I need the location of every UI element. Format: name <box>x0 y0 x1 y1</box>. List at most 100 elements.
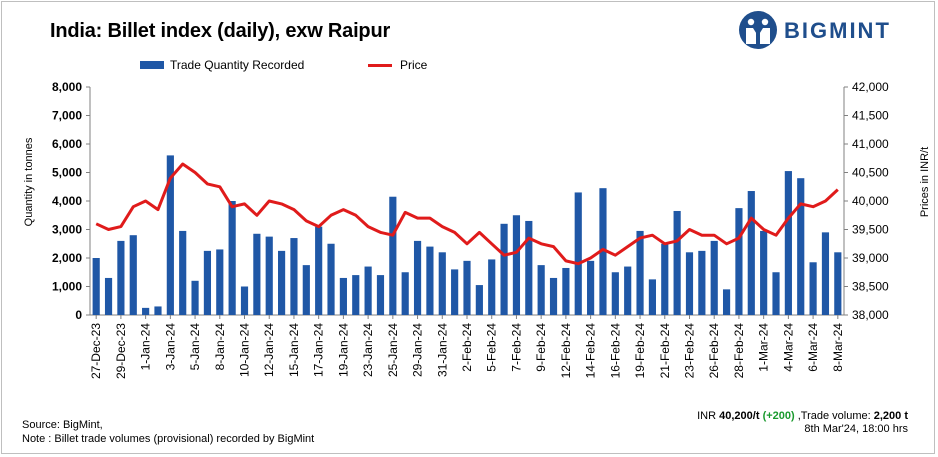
y-left-tick-label: 5,000 <box>52 166 82 180</box>
bar-27-Jan-24 <box>401 272 409 315</box>
bar-12-Jan-24 <box>265 236 273 315</box>
bar-14-Feb-24 <box>587 260 595 315</box>
x-tick-label: 25-Jan-24 <box>386 323 400 377</box>
bar-16-Feb-24 <box>611 272 619 315</box>
bar-29-Jan-24 <box>413 240 422 315</box>
x-tick-label: 2-Feb-24 <box>460 323 474 372</box>
latest-volume: 2,200 t <box>873 410 908 422</box>
brand-name: BIGMINT <box>784 18 891 43</box>
bar-6-Jan-24 <box>203 250 212 315</box>
y-right-tick-label: 38,000 <box>852 308 889 322</box>
x-tick-label: 29-Dec-23 <box>114 323 128 379</box>
brand-logo-icon <box>739 11 777 49</box>
y-right-tick-label: 39,000 <box>852 251 889 265</box>
bar-3-Feb-24 <box>475 285 483 315</box>
bar-13-Feb-24 <box>574 192 582 315</box>
x-tick-label: 19-Feb-24 <box>633 323 647 379</box>
bar-30-Jan-24 <box>426 246 434 315</box>
bar-6-Mar-24 <box>809 262 817 315</box>
footer-notes: Source: BigMint, Note : Billet trade vol… <box>22 418 314 446</box>
bar-2-Mar-24 <box>772 272 780 315</box>
y-left-tick-label: 0 <box>75 308 82 322</box>
bar-1-Jan-24 <box>142 307 150 315</box>
bar-24-Feb-24 <box>698 250 706 315</box>
x-tick-label: 28-Feb-24 <box>732 323 746 379</box>
x-tick-label: 17-Jan-24 <box>312 323 326 377</box>
bar-2-Feb-24 <box>463 260 471 315</box>
bar-18-Jan-24 <box>327 243 335 315</box>
bar-26-Feb-24 <box>710 240 718 315</box>
bar-2-Jan-24 <box>154 306 162 315</box>
x-tick-label: 5-Jan-24 <box>188 323 202 371</box>
x-tick-label: 9-Feb-24 <box>534 323 548 372</box>
legend-line-swatch <box>368 64 392 67</box>
y-right-tick-label: 41,500 <box>852 109 889 123</box>
x-tick-label: 4-Mar-24 <box>781 323 795 372</box>
x-tick-label: 23-Feb-24 <box>682 323 696 379</box>
bar-13-Jan-24 <box>278 250 286 315</box>
x-tick-label: 10-Jan-24 <box>238 323 252 377</box>
latest-price: 40,200/t <box>719 410 760 422</box>
y-left-tick-label: 3,000 <box>52 223 82 237</box>
brand-logo: BIGMINT <box>736 8 926 52</box>
y-right-tick-label: 42,000 <box>852 80 889 94</box>
bar-29-Dec-23 <box>117 240 125 315</box>
bar-17-Jan-24 <box>315 226 323 315</box>
bar-31-Jan-24 <box>438 252 446 315</box>
bar-4-Mar-24 <box>784 171 792 315</box>
volume-prefix: ,Trade volume: <box>794 410 874 422</box>
x-tick-label: 6-Mar-24 <box>806 323 820 372</box>
bar-10-Feb-24 <box>549 277 558 315</box>
y-right-tick-label: 38,500 <box>852 280 889 294</box>
bar-25-Jan-24 <box>389 196 397 315</box>
x-tick-label: 8-Jan-24 <box>213 323 227 371</box>
chart-title: India: Billet index (daily), exw Raipur <box>50 20 391 42</box>
source-text: Source: BigMint, <box>22 419 103 431</box>
bar-28-Dec-23 <box>104 277 113 315</box>
bar-10-Jan-24 <box>240 286 249 315</box>
bar-20-Jan-24 <box>352 275 360 315</box>
bar-23-Feb-24 <box>685 252 694 315</box>
bar-1-Feb-24 <box>451 269 459 315</box>
price-prefix: INR <box>697 410 720 422</box>
bar-5-Jan-24 <box>191 280 199 315</box>
bar-15-Feb-24 <box>599 188 607 315</box>
y-left-tick-label: 8,000 <box>52 80 82 94</box>
y-left-tick-label: 1,000 <box>52 280 82 294</box>
price-summary: INR 40,200/t (+200) ,Trade volume: 2,200… <box>697 410 908 436</box>
legend-bar-swatch <box>140 61 164 69</box>
bar-27-Dec-23 <box>92 258 100 315</box>
bar-19-Jan-24 <box>339 277 347 315</box>
bar-6-Feb-24 <box>500 223 508 315</box>
y-right-tick-label: 41,000 <box>852 137 889 151</box>
x-tick-label: 14-Feb-24 <box>584 323 598 379</box>
bar-8-Jan-24 <box>216 249 224 315</box>
y-left-tick-label: 6,000 <box>52 137 82 151</box>
price-change: (+200) <box>762 410 795 422</box>
x-tick-label: 16-Feb-24 <box>608 323 622 379</box>
bar-5-Feb-24 <box>488 259 496 315</box>
bar-8-Feb-24 <box>525 220 533 315</box>
y-right-tick-label: 40,500 <box>852 166 889 180</box>
x-tick-label: 31-Jan-24 <box>435 323 449 377</box>
x-tick-label: 5-Feb-24 <box>485 323 499 372</box>
bar-7-Mar-24 <box>821 232 830 315</box>
price-summary-line: INR 40,200/t (+200) ,Trade volume: 2,200… <box>697 410 908 423</box>
timestamp: 8th Mar'24, 18:00 hrs <box>804 423 908 435</box>
bar-23-Jan-24 <box>364 266 372 315</box>
x-tick-label: 27-Dec-23 <box>89 323 103 379</box>
bar-16-Jan-24 <box>302 265 310 315</box>
bar-15-Jan-24 <box>290 238 298 315</box>
chart-legend: Trade Quantity Recorded Price <box>0 58 938 74</box>
price-line <box>95 162 839 266</box>
legend-bar-label: Trade Quantity Recorded <box>170 58 305 72</box>
x-tick-label: 23-Jan-24 <box>361 323 375 377</box>
y-left-tick-label: 4,000 <box>52 194 82 208</box>
bar-7-Feb-24 <box>512 215 521 315</box>
bar-28-Feb-24 <box>735 208 743 315</box>
bar-30-Dec-23 <box>129 235 137 315</box>
x-tick-label: 21-Feb-24 <box>658 323 672 379</box>
x-tick-label: 12-Feb-24 <box>559 323 573 379</box>
